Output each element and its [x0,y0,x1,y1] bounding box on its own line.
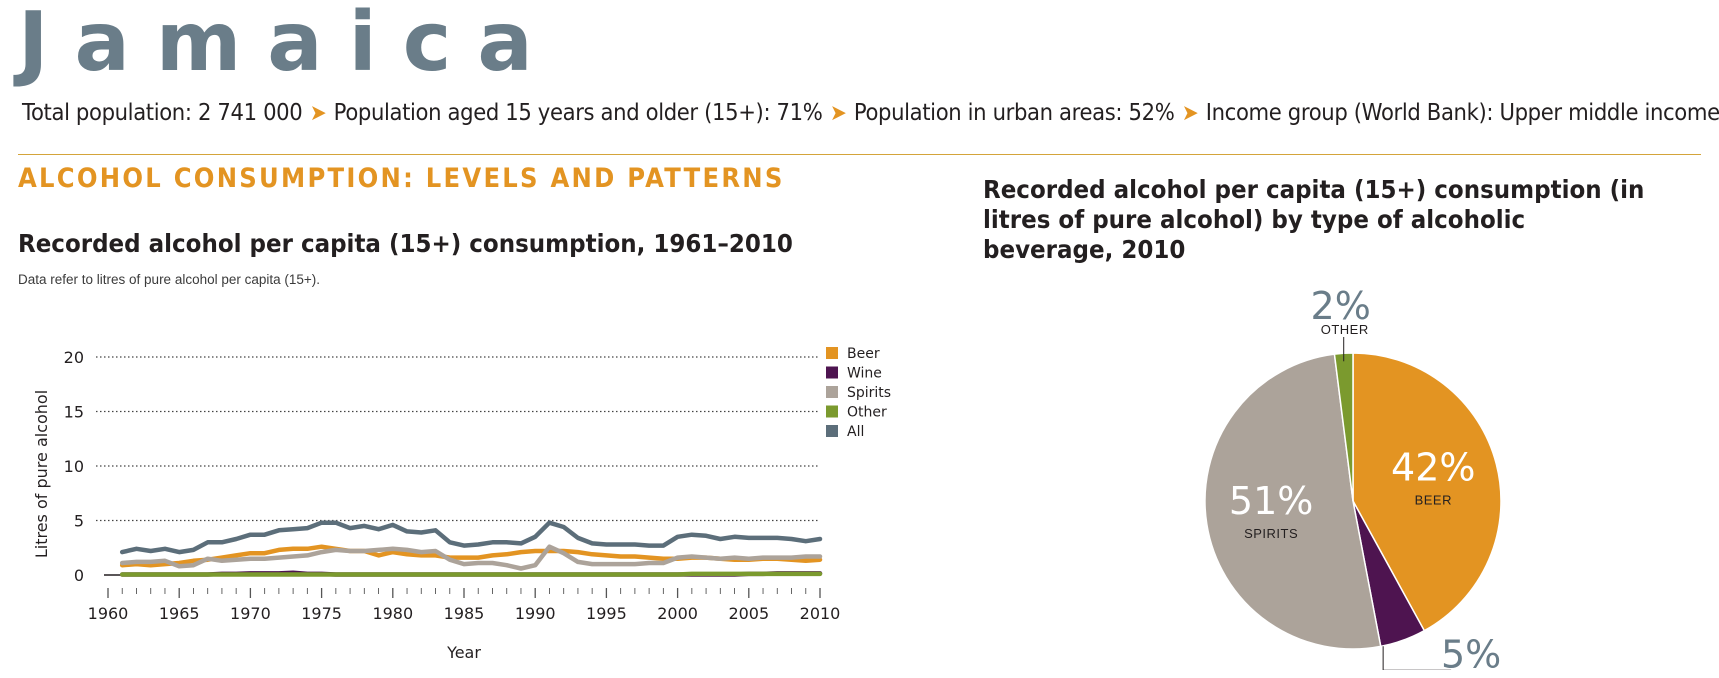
x-axis-label: Year [446,643,481,662]
arrow-icon: ➤ [1181,101,1199,126]
line-chart-title: Recorded alcohol per capita (15+) consum… [18,229,793,258]
x-tick-label: 1975 [301,604,342,623]
legend-swatch-wine [826,366,838,379]
fact-total-population: Total population: 2 741 000 [22,100,303,126]
series-line-other [119,571,823,577]
line-chart: 0 5 10 15 20 1960 1965 1970 1975 1980 1985 1990 1995… [32,346,891,662]
legend-swatch-beer [826,347,838,359]
country-title: Jamaica [18,0,559,90]
y-tick-label: 10 [64,457,84,476]
pie-value-beer: 42% [1391,445,1475,489]
x-tick-label: 1980 [372,604,413,623]
x-tick-label: 1990 [515,604,556,623]
pie-label-other: OTHER [1321,322,1369,337]
pie-label-beer: BEER [1415,492,1452,507]
header-divider [18,154,1701,155]
fact-income-group: Income group (World Bank): Upper middle … [1205,100,1719,126]
y-tick-label: 20 [64,348,84,367]
y-tick-label: 0 [74,566,84,585]
legend-swatch-spirits [826,386,838,398]
legend-label-other: Other [847,405,887,421]
pie-value-other: 2% [1311,284,1371,328]
x-tick-label: 1985 [444,604,485,623]
arrow-icon: ➤ [309,101,327,126]
x-tick-label: 1995 [586,604,627,623]
section-heading: ALCOHOL CONSUMPTION: LEVELS AND PATTERNS [18,163,785,194]
pie-leader-wine [1382,646,1452,670]
pie-value-spirits: 51% [1229,479,1313,523]
legend-label-all: All [847,424,864,440]
legend-swatch-other [826,405,838,418]
x-tick-label: 2010 [800,604,841,623]
country-facts: Total population: 2 741 000 ➤ Population a… [22,100,1719,126]
pie-slice-spirits [1204,353,1382,650]
x-tick-label: 1960 [88,604,129,623]
line-chart-subtitle: Data refer to litres of pure alcohol per… [18,272,321,287]
x-tick-label: 2000 [657,604,698,623]
x-tick-label: 1965 [159,604,200,623]
series-line-spirits [119,544,823,571]
y-tick-label: 5 [74,512,84,531]
x-tick-label: 2005 [728,604,769,623]
y-tick-label: 15 [64,403,84,422]
fact-urban-population: Population in urban areas: 52% [853,100,1175,126]
arrow-icon: ➤ [829,101,847,126]
legend-swatch-all [826,425,838,437]
pie-value-wine: 5% [1441,632,1501,670]
legend-label-beer: Beer [847,346,880,362]
y-axis-label: Litres of pure alcohol [32,390,51,558]
legend-label-spirits: Spirits [847,385,891,401]
pie-chart-title: Recorded alcohol per capita (15+) consum… [983,175,1645,264]
series-line-all [119,520,823,555]
x-tick-label: 1970 [230,604,271,623]
pie-slice-beer [1352,352,1502,632]
pie-label-spirits: SPIRITS [1244,526,1298,541]
fact-population-15plus: Population aged 15 years and older (15+)… [333,100,823,126]
legend-label-wine: Wine [847,366,882,382]
